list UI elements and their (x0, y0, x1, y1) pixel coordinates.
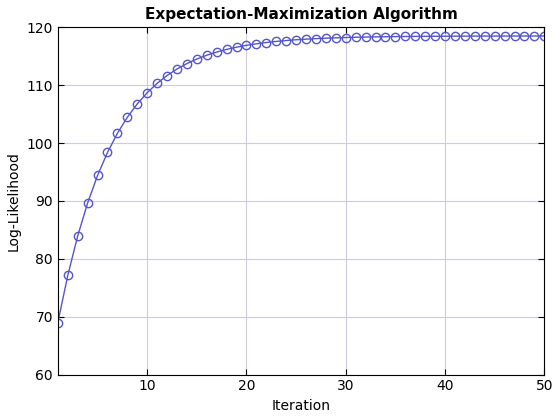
Title: Expectation-Maximization Algorithm: Expectation-Maximization Algorithm (144, 7, 458, 22)
X-axis label: Iteration: Iteration (272, 399, 330, 413)
Y-axis label: Log-Likelihood: Log-Likelihood (7, 151, 21, 251)
